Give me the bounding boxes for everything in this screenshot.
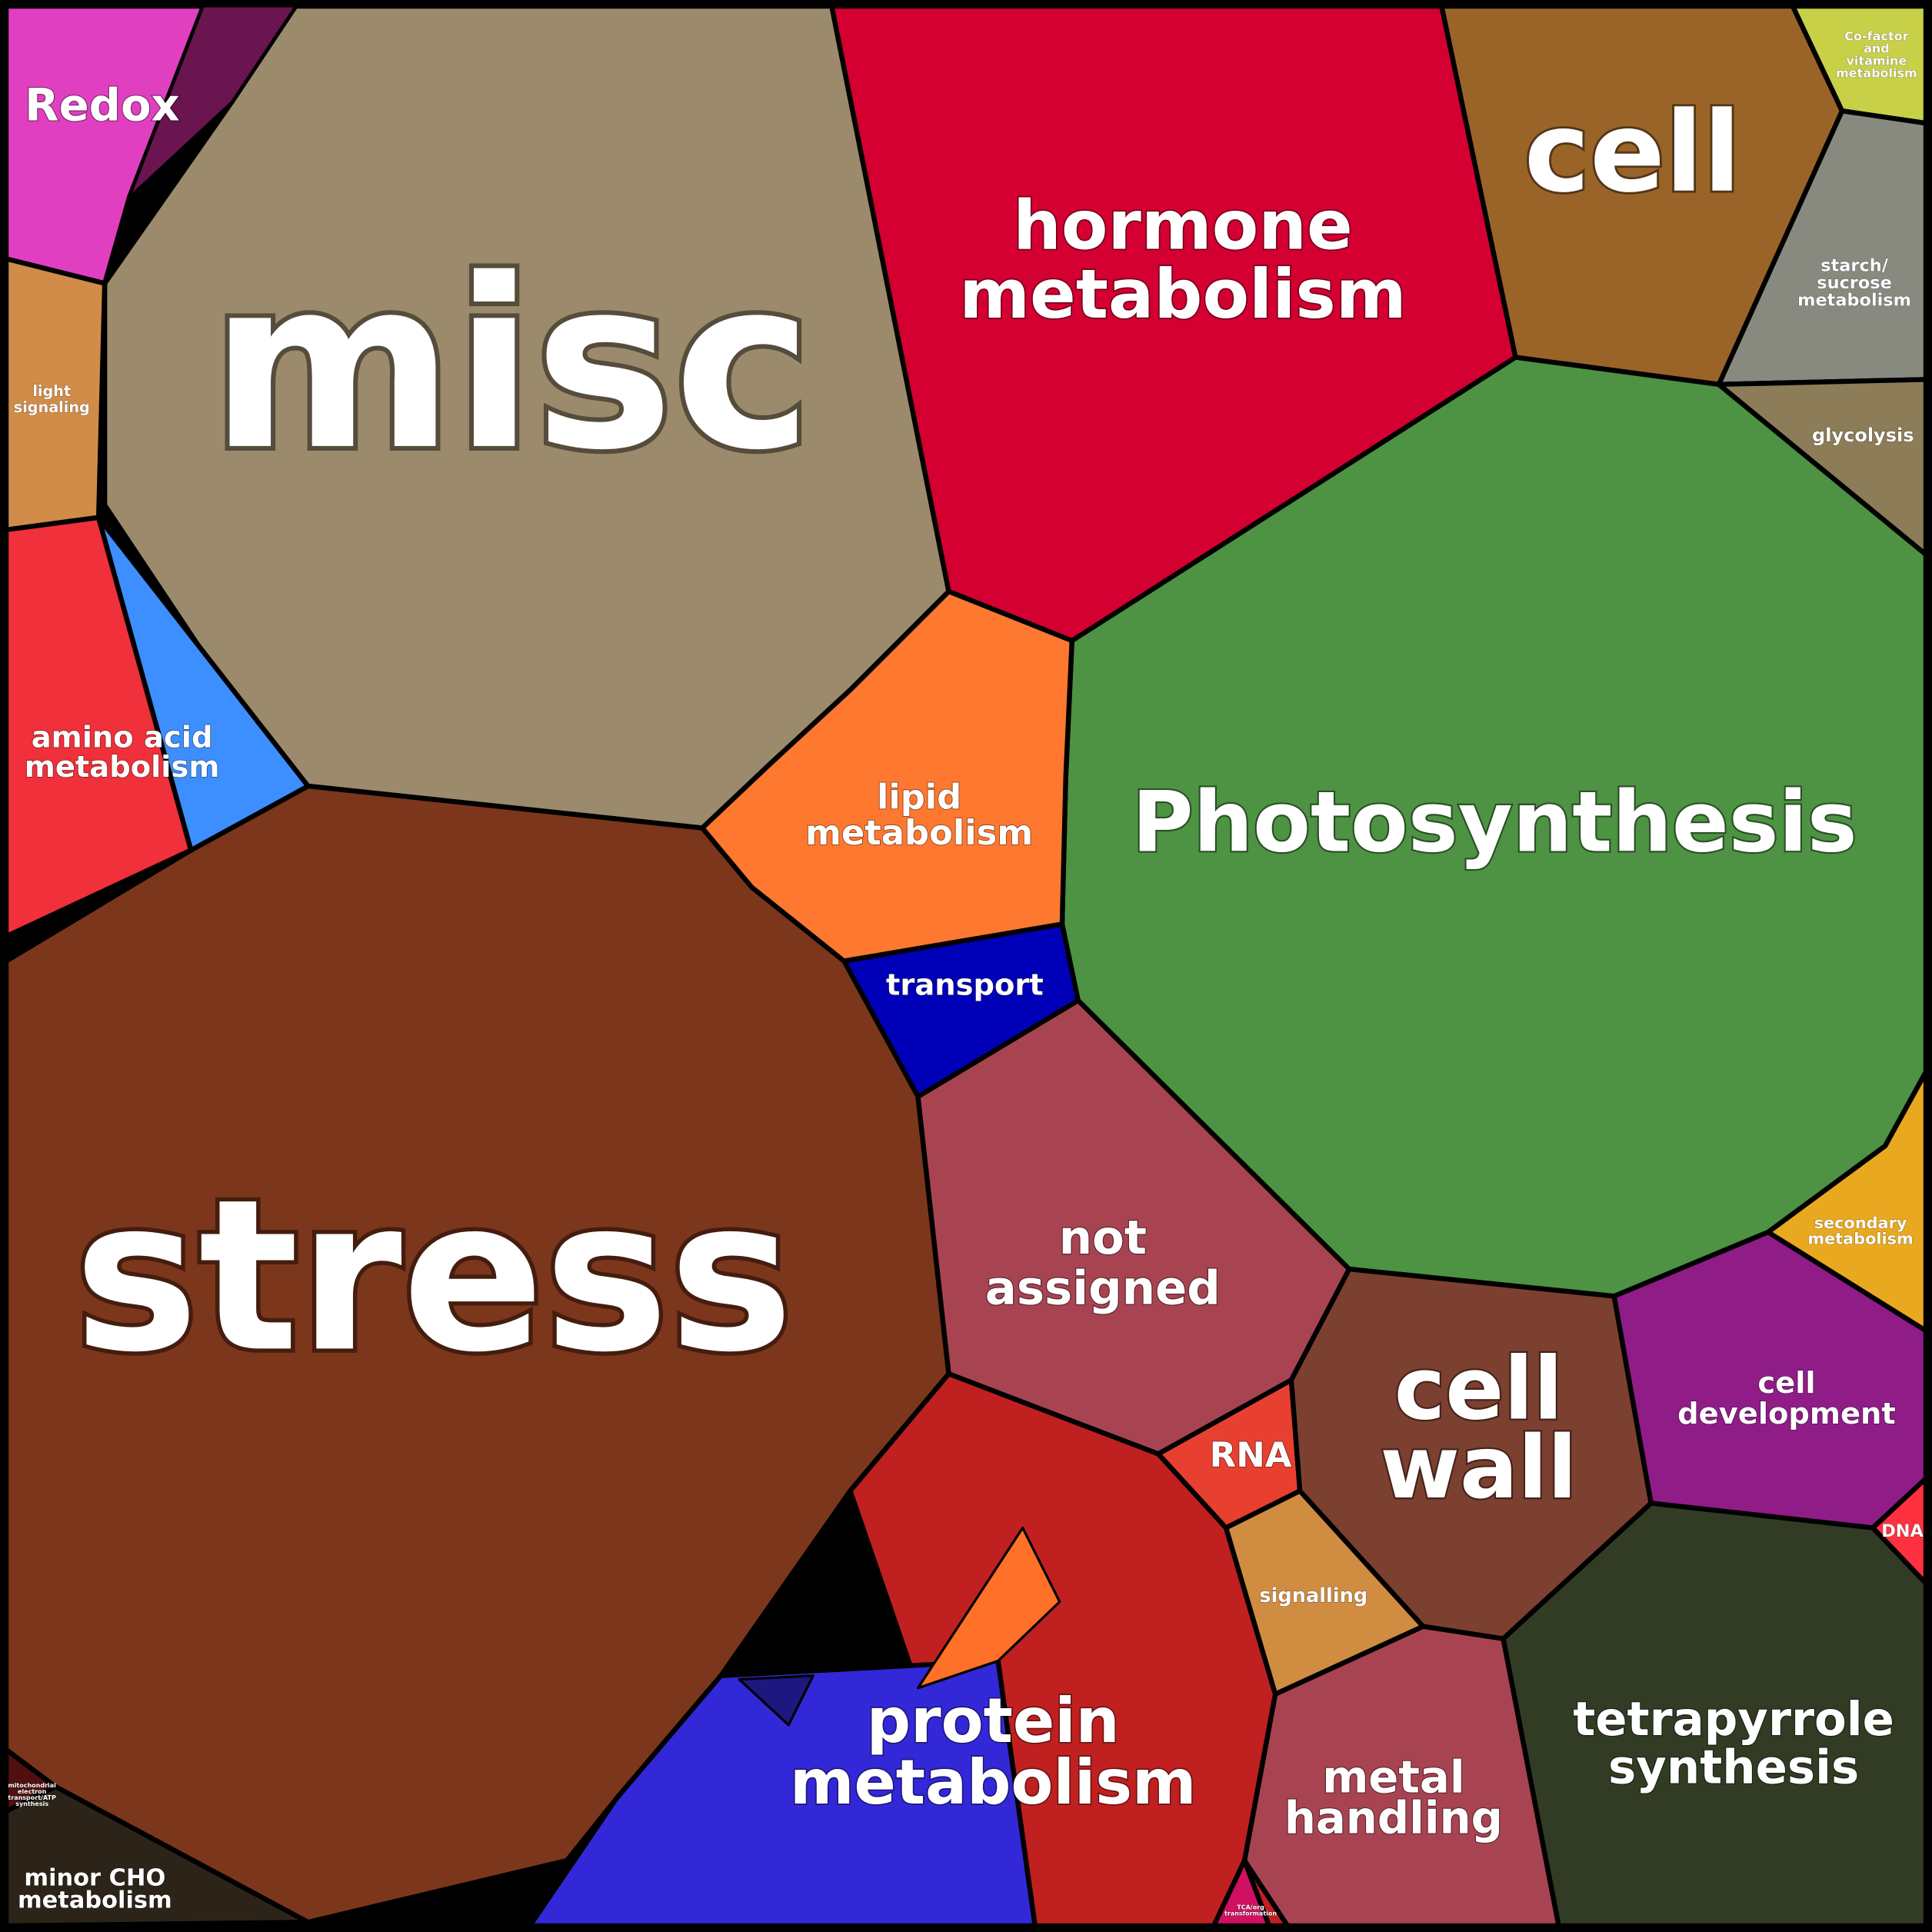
region-label: assigned bbox=[985, 1261, 1221, 1316]
region-label: amino acid bbox=[32, 721, 213, 755]
cell-region bbox=[95, 515, 311, 853]
region-label: vitamine bbox=[1846, 54, 1907, 68]
cell-region bbox=[916, 1526, 1061, 1690]
region-label: starch/ bbox=[1820, 256, 1888, 276]
region-label: glycolysis bbox=[1812, 425, 1914, 446]
region-label: stress bbox=[74, 1154, 794, 1398]
region-label: lipid bbox=[877, 777, 961, 818]
region-label: handling bbox=[1284, 1791, 1503, 1844]
region-label: signaling bbox=[14, 398, 90, 416]
region-label: not bbox=[1059, 1211, 1147, 1265]
region-label: cell bbox=[1394, 1339, 1563, 1439]
region-label: transport bbox=[886, 968, 1044, 1003]
region-label: transport/ATP bbox=[8, 1794, 56, 1801]
region-label: Photosynthesis bbox=[1132, 773, 1857, 871]
region-label: metabolism bbox=[1797, 290, 1911, 310]
region-label: hormone bbox=[1013, 186, 1353, 265]
region bbox=[699, 588, 1074, 964]
region-label: Redox bbox=[25, 79, 180, 132]
region-label: secondary bbox=[1814, 1214, 1907, 1232]
region-label: Co-factor bbox=[1844, 29, 1908, 44]
region-label: cell bbox=[1524, 88, 1741, 218]
region-label: metabolism bbox=[25, 750, 220, 784]
region-label: metabolism bbox=[790, 1747, 1197, 1818]
region-label: and bbox=[1864, 42, 1890, 56]
region-label: misc bbox=[210, 228, 812, 501]
region-label: minor CHO bbox=[24, 1865, 165, 1892]
region-label: sucrose bbox=[1817, 273, 1892, 293]
region-label: signalling bbox=[1259, 1584, 1367, 1607]
region-label: metabolism bbox=[959, 255, 1406, 334]
region-label: protein bbox=[867, 1685, 1120, 1757]
region-label: DNA bbox=[1881, 1521, 1924, 1541]
region-label: mitochondrial bbox=[8, 1782, 56, 1789]
region-label: light bbox=[32, 382, 71, 400]
region-label: development bbox=[1677, 1397, 1896, 1431]
region-label: wall bbox=[1380, 1418, 1577, 1518]
region-label: metabolism bbox=[805, 812, 1033, 853]
region-label: electron bbox=[18, 1788, 47, 1795]
region-label: metabolism bbox=[18, 1887, 172, 1914]
region-label: metabolism bbox=[1807, 1230, 1913, 1248]
region-label: cell bbox=[1757, 1366, 1815, 1401]
region-label: metal bbox=[1322, 1751, 1464, 1804]
region-label: synthesis bbox=[15, 1800, 48, 1807]
region-label: metabolism bbox=[1836, 66, 1917, 81]
region-label: transformation bbox=[1224, 1910, 1277, 1917]
cell-region bbox=[738, 1674, 814, 1727]
region-label: synthesis bbox=[1608, 1740, 1859, 1795]
region-label: TCA/org bbox=[1237, 1904, 1264, 1910]
region-label: RNA bbox=[1210, 1434, 1292, 1475]
region-label: tetrapyrrole bbox=[1573, 1692, 1894, 1747]
